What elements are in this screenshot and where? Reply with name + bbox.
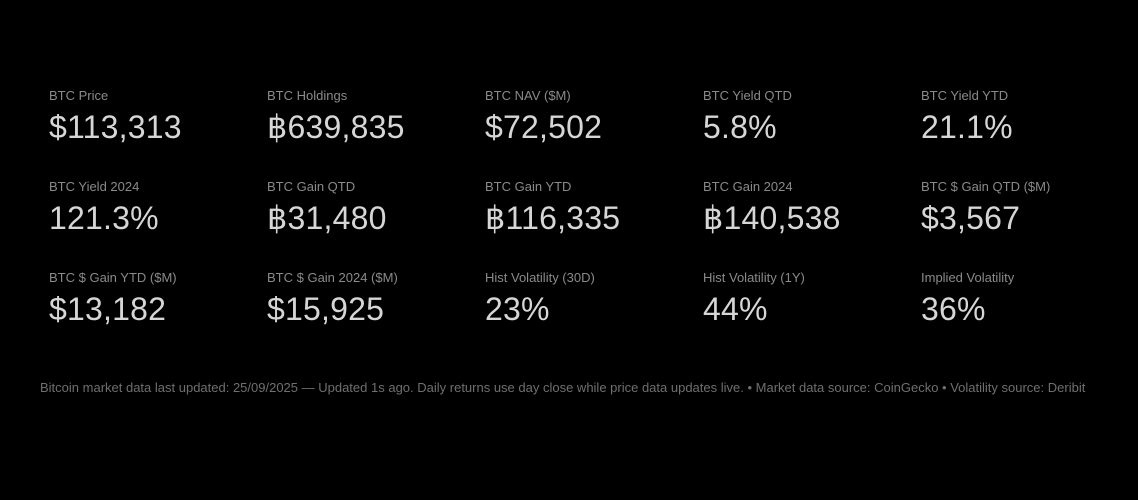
metric-value: $72,502 bbox=[485, 109, 603, 145]
metric-hist-volatility-1y: Hist Volatility (1Y) 44% bbox=[703, 268, 921, 359]
metric-value: 44% bbox=[703, 291, 768, 327]
metric-label: BTC Gain 2024 bbox=[703, 179, 793, 194]
metric-label: BTC $ Gain 2024 ($M) bbox=[267, 270, 398, 285]
metric-btc-yield-ytd: BTC Yield YTD 21.1% bbox=[921, 86, 1138, 177]
metric-label: BTC Price bbox=[49, 88, 109, 103]
metric-label: Hist Volatility (1Y) bbox=[703, 270, 805, 285]
metric-value: ฿116,335 bbox=[485, 200, 621, 236]
metric-btc-usd-gain-ytd: BTC $ Gain YTD ($M) $13,182 bbox=[49, 268, 267, 359]
metric-btc-nav: BTC NAV ($M) $72,502 bbox=[485, 86, 703, 177]
metric-btc-gain-qtd: BTC Gain QTD ฿31,480 bbox=[267, 177, 485, 268]
metric-btc-yield-qtd: BTC Yield QTD 5.8% bbox=[703, 86, 921, 177]
metric-btc-price: BTC Price $113,313 bbox=[49, 86, 267, 177]
metric-value: ฿639,835 bbox=[267, 109, 405, 145]
metric-label: BTC Yield YTD bbox=[921, 88, 1009, 103]
metric-value: 5.8% bbox=[703, 109, 777, 145]
metric-btc-usd-gain-qtd: BTC $ Gain QTD ($M) $3,567 bbox=[921, 177, 1138, 268]
metric-value: 23% bbox=[485, 291, 550, 327]
metric-btc-gain-ytd: BTC Gain YTD ฿116,335 bbox=[485, 177, 703, 268]
metric-label: BTC Holdings bbox=[267, 88, 348, 103]
metric-label: BTC Gain YTD bbox=[485, 179, 572, 194]
metric-value: ฿140,538 bbox=[703, 200, 841, 236]
metric-label: BTC Yield 2024 bbox=[49, 179, 140, 194]
metric-value: $3,567 bbox=[921, 200, 1021, 236]
metric-btc-gain-2024: BTC Gain 2024 ฿140,538 bbox=[703, 177, 921, 268]
metric-label: Implied Volatility bbox=[921, 270, 1015, 285]
metric-value: $113,313 bbox=[49, 109, 182, 145]
metric-value: $13,182 bbox=[49, 291, 167, 327]
metric-btc-holdings: BTC Holdings ฿639,835 bbox=[267, 86, 485, 177]
data-source-footer: Bitcoin market data last updated: 25/09/… bbox=[40, 380, 1086, 395]
metric-label: BTC $ Gain YTD ($M) bbox=[49, 270, 177, 285]
metric-label: Hist Volatility (30D) bbox=[485, 270, 595, 285]
metric-label: BTC NAV ($M) bbox=[485, 88, 571, 103]
metric-value: 36% bbox=[921, 291, 986, 327]
metric-btc-usd-gain-2024: BTC $ Gain 2024 ($M) $15,925 bbox=[267, 268, 485, 359]
metrics-grid: BTC Price $113,313 BTC Holdings ฿639,835… bbox=[49, 86, 1138, 359]
metric-hist-volatility-30d: Hist Volatility (30D) 23% bbox=[485, 268, 703, 359]
metric-value: 21.1% bbox=[921, 109, 1013, 145]
metric-label: BTC Yield QTD bbox=[703, 88, 792, 103]
metric-value: $15,925 bbox=[267, 291, 385, 327]
metric-value: ฿31,480 bbox=[267, 200, 387, 236]
metric-value: 121.3% bbox=[49, 200, 159, 236]
metric-label: BTC $ Gain QTD ($M) bbox=[921, 179, 1051, 194]
metric-label: BTC Gain QTD bbox=[267, 179, 356, 194]
metric-implied-volatility: Implied Volatility 36% bbox=[921, 268, 1138, 359]
metric-btc-yield-2024: BTC Yield 2024 121.3% bbox=[49, 177, 267, 268]
